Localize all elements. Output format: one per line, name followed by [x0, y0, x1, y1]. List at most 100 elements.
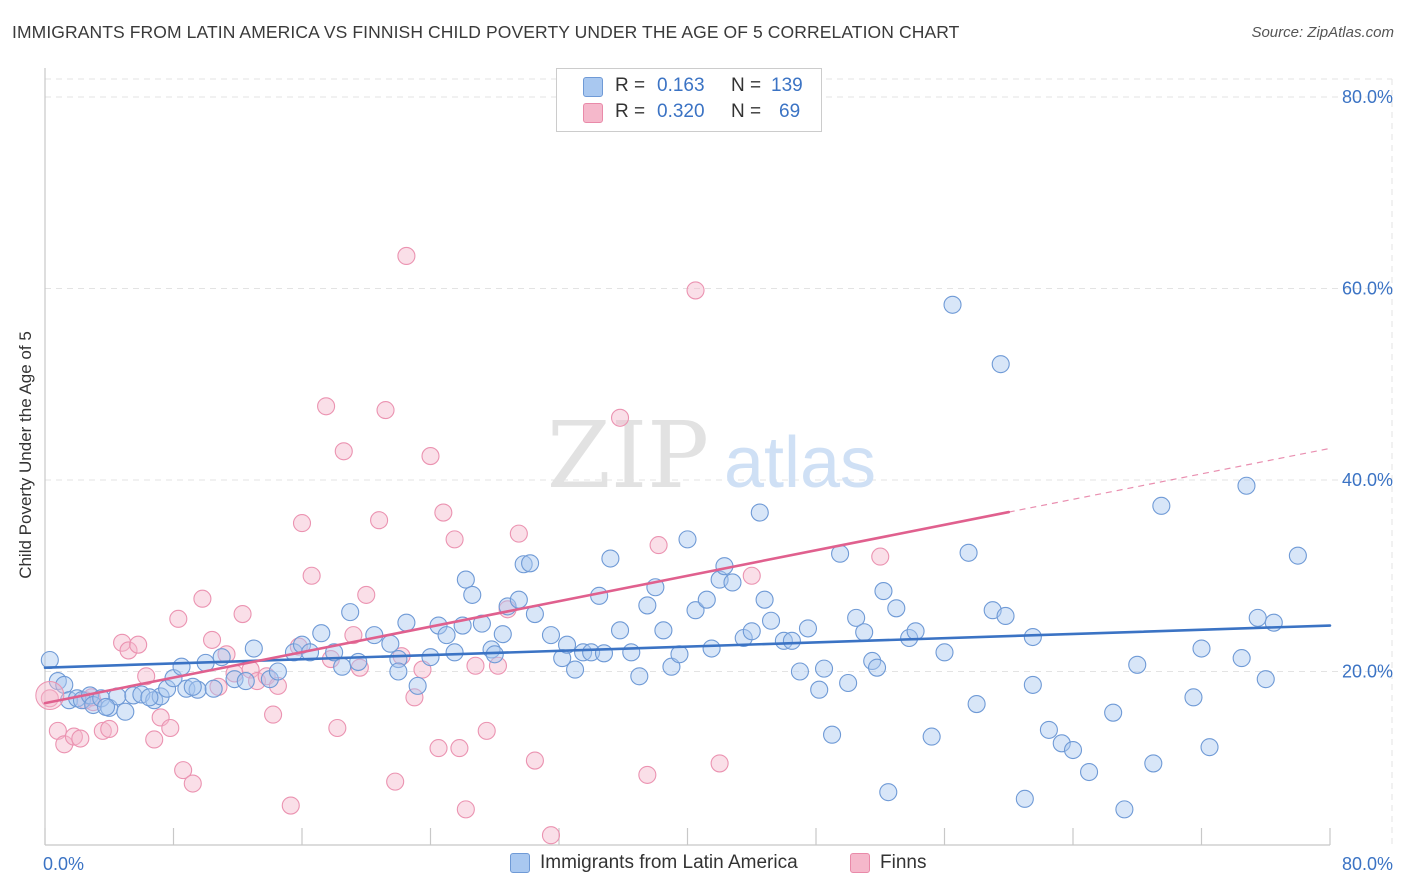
- point-immigrants: [638, 596, 657, 615]
- point-finns: [357, 585, 376, 604]
- point-finns: [456, 800, 475, 819]
- point-immigrants: [686, 601, 705, 620]
- point-immigrants: [991, 355, 1010, 374]
- point-immigrants: [397, 613, 416, 632]
- point-immigrants: [172, 657, 191, 676]
- y-tick-label: 20.0%: [1342, 662, 1393, 682]
- point-immigrants: [493, 625, 512, 644]
- point-finns: [509, 524, 528, 543]
- axes: [44, 68, 1331, 846]
- point-immigrants: [1248, 608, 1267, 627]
- point-immigrants: [557, 635, 577, 654]
- point-immigrants: [225, 670, 244, 689]
- point-immigrants: [1144, 754, 1163, 773]
- point-immigrants: [472, 614, 491, 633]
- point-immigrants: [40, 650, 59, 670]
- point-immigrants: [1237, 476, 1256, 495]
- point-finns: [35, 680, 65, 710]
- point-immigrants: [1015, 789, 1034, 808]
- y-tick-label: 40.0%: [1342, 470, 1393, 490]
- point-finns: [264, 705, 283, 724]
- point-finns: [344, 626, 363, 645]
- n-label: N =: [731, 101, 762, 122]
- point-immigrants: [935, 643, 954, 662]
- point-finns: [710, 754, 729, 773]
- trend-line-finns: [43, 510, 1011, 705]
- point-finns: [488, 656, 508, 675]
- point-immigrants: [723, 573, 742, 592]
- tick-labels: 20.0% 40.0% 60.0% 80.0% 0.0% 80.0%: [43, 87, 1393, 874]
- point-finns: [71, 729, 90, 748]
- point-immigrants: [782, 631, 801, 650]
- point-immigrants: [140, 688, 159, 707]
- point-finns: [370, 511, 389, 530]
- point-immigrants: [943, 295, 962, 314]
- point-immigrants: [1023, 675, 1042, 694]
- point-finns: [649, 536, 668, 555]
- point-immigrants: [333, 657, 352, 676]
- point-immigrants: [1256, 670, 1275, 689]
- point-immigrants: [268, 662, 287, 681]
- n-value: 139: [771, 75, 803, 96]
- point-immigrants: [601, 549, 620, 568]
- point-immigrants: [839, 673, 858, 693]
- point-finns: [174, 761, 193, 780]
- point-finns: [161, 718, 180, 738]
- point-finns: [302, 566, 321, 585]
- point-immigrants: [1232, 649, 1251, 668]
- point-immigrants: [1288, 546, 1307, 565]
- point-immigrants: [183, 677, 202, 696]
- point-immigrants: [541, 626, 561, 645]
- point-immigrants: [456, 570, 475, 589]
- point-finns: [871, 547, 890, 566]
- point-finns: [397, 246, 416, 265]
- point-immigrants: [1200, 738, 1219, 757]
- point-finns: [742, 566, 761, 585]
- y-tick-label: 80.0%: [1342, 87, 1393, 107]
- point-immigrants: [959, 543, 978, 562]
- point-immigrants: [437, 626, 456, 645]
- point-immigrants: [702, 639, 721, 658]
- point-finns: [477, 721, 496, 740]
- n-value: 69: [779, 101, 801, 122]
- point-finns: [610, 408, 630, 427]
- point-finns: [233, 604, 252, 624]
- point-immigrants: [755, 590, 774, 609]
- point-immigrants: [381, 634, 400, 653]
- point-immigrants: [1052, 734, 1071, 753]
- point-immigrants: [867, 658, 887, 677]
- point-immigrants: [750, 503, 769, 522]
- data-points: [35, 246, 1307, 845]
- point-finns: [292, 514, 312, 533]
- point-immigrants: [421, 648, 440, 667]
- point-immigrants: [1080, 762, 1099, 782]
- point-immigrants: [622, 643, 641, 662]
- point-immigrants: [389, 662, 408, 681]
- swatch-finns: [583, 103, 603, 123]
- point-immigrants: [1063, 740, 1083, 760]
- point-immigrants: [742, 622, 761, 641]
- series-legend: Immigrants from Latin America Finns: [0, 852, 1406, 876]
- r-label: R =: [615, 75, 646, 96]
- point-immigrants: [1115, 800, 1134, 819]
- point-immigrants: [204, 679, 223, 698]
- r-value: 0.163: [657, 75, 705, 96]
- point-finns: [450, 739, 469, 758]
- point-finns: [429, 739, 448, 758]
- point-immigrants: [116, 702, 135, 721]
- r-value: 0.320: [657, 101, 705, 122]
- trend-lines: [43, 447, 1332, 705]
- source-label: Source: ZipAtlas.com: [1251, 24, 1394, 41]
- point-immigrants: [521, 554, 540, 573]
- point-immigrants: [879, 783, 898, 802]
- point-immigrants: [590, 586, 609, 605]
- point-immigrants: [566, 660, 585, 679]
- stats-legend: R = 0.163 N = 139 R = 0.320 N = 69: [556, 68, 822, 132]
- point-finns: [145, 730, 164, 749]
- point-finns: [386, 772, 405, 791]
- point-finns: [129, 635, 148, 654]
- point-immigrants: [1039, 720, 1058, 739]
- point-immigrants: [514, 555, 533, 574]
- point-immigrants: [678, 530, 697, 549]
